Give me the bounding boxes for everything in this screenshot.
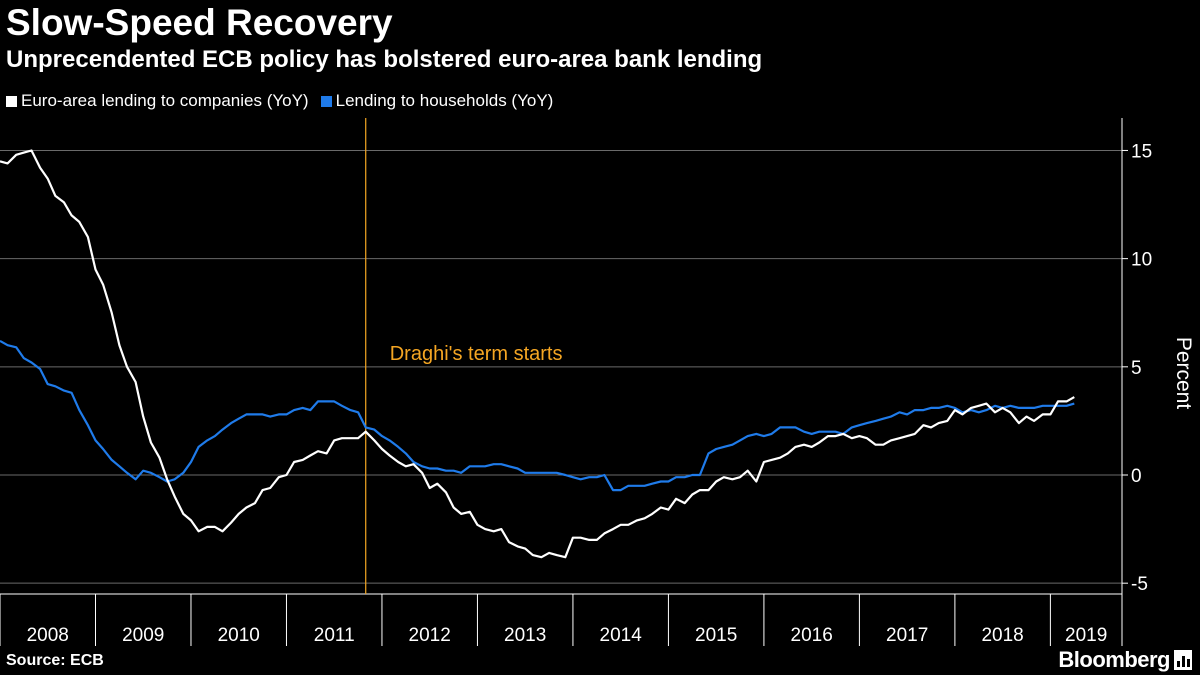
legend-item-companies: Euro-area lending to companies (YoY): [6, 91, 309, 111]
x-tick-label: 2013: [504, 625, 546, 646]
source-note: Source: ECB: [6, 652, 104, 669]
bloomberg-logo: Bloomberg: [1058, 647, 1170, 672]
axes: [0, 118, 1128, 646]
x-tick-label: 2018: [981, 625, 1023, 646]
y-tick-label: 10: [1131, 250, 1152, 271]
annotation-label: Draghi's term starts: [390, 343, 563, 365]
series-lines: [0, 149, 1075, 559]
axis-labels: -5 0 5 10 15 Percent 2008 2009 2010 2011 2012 2013 2…: [27, 141, 1195, 646]
legend-swatch-households: [320, 95, 332, 107]
y-tick-label: 5: [1131, 358, 1142, 379]
series-line-households: [0, 339, 1075, 492]
x-tick-label: 2011: [314, 625, 355, 646]
y-tick-label: 15: [1131, 141, 1152, 162]
gridlines: [0, 149, 1122, 584]
y-tick-label: 0: [1131, 466, 1142, 487]
legend: Euro-area lending to companies (YoY) Len…: [6, 91, 565, 111]
y-tick-label: -5: [1131, 574, 1148, 595]
x-tick-label: 2012: [409, 625, 451, 646]
x-tick-label: 2010: [218, 625, 260, 646]
legend-item-households: Lending to households (YoY): [320, 91, 554, 111]
x-tick-label: 2014: [600, 625, 643, 646]
bloomberg-chart-icon: [1174, 650, 1192, 670]
x-tick-label: 2019: [1065, 625, 1107, 646]
legend-swatch-companies: [6, 95, 17, 107]
chart-title: Slow-Speed Recovery: [6, 2, 393, 43]
x-tick-label: 2017: [886, 625, 928, 646]
series-line-companies: [0, 149, 1075, 559]
x-tick-label: 2016: [791, 625, 833, 646]
y-axis-label: Percent: [1172, 337, 1195, 410]
legend-label-companies: Euro-area lending to companies (YoY): [21, 91, 309, 110]
chart-subtitle: Unprecendented ECB policy has bolstered …: [6, 46, 763, 73]
x-tick-label: 2015: [695, 625, 737, 646]
x-tick-label: 2008: [27, 625, 69, 646]
legend-label-households: Lending to households (YoY): [335, 91, 554, 110]
x-tick-label: 2009: [122, 625, 164, 646]
